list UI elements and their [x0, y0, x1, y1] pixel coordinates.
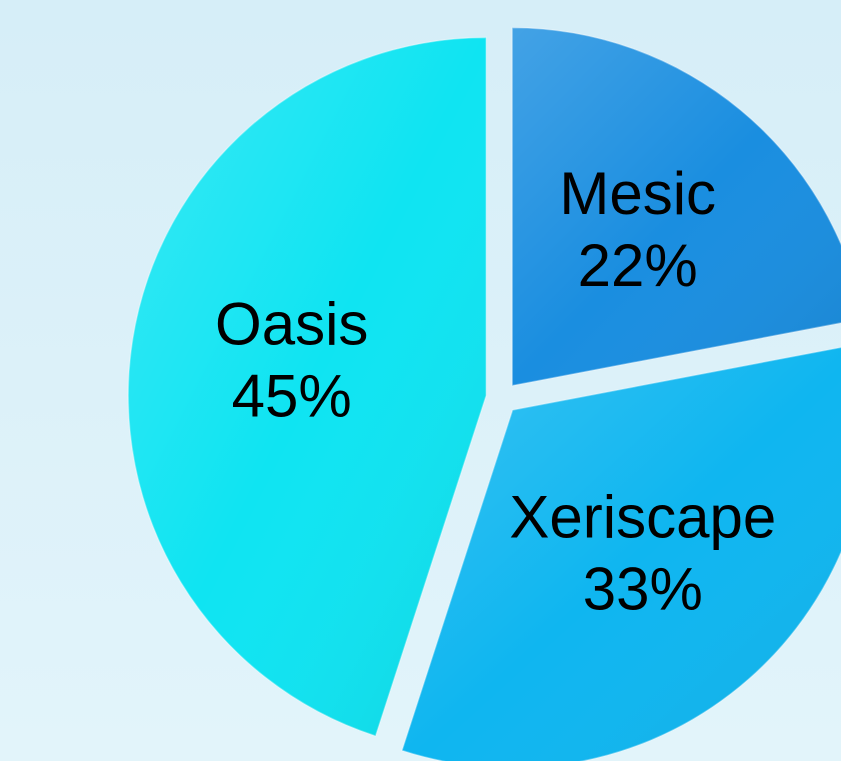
slice-value-label: 22%	[578, 232, 698, 299]
slice-category-label: Oasis	[215, 291, 368, 358]
slice-value-label: 45%	[232, 363, 352, 430]
slice-category-label: Mesic	[559, 160, 716, 227]
slice-category-label: Xeriscape	[509, 484, 776, 551]
slice-value-label: 33%	[583, 556, 703, 623]
